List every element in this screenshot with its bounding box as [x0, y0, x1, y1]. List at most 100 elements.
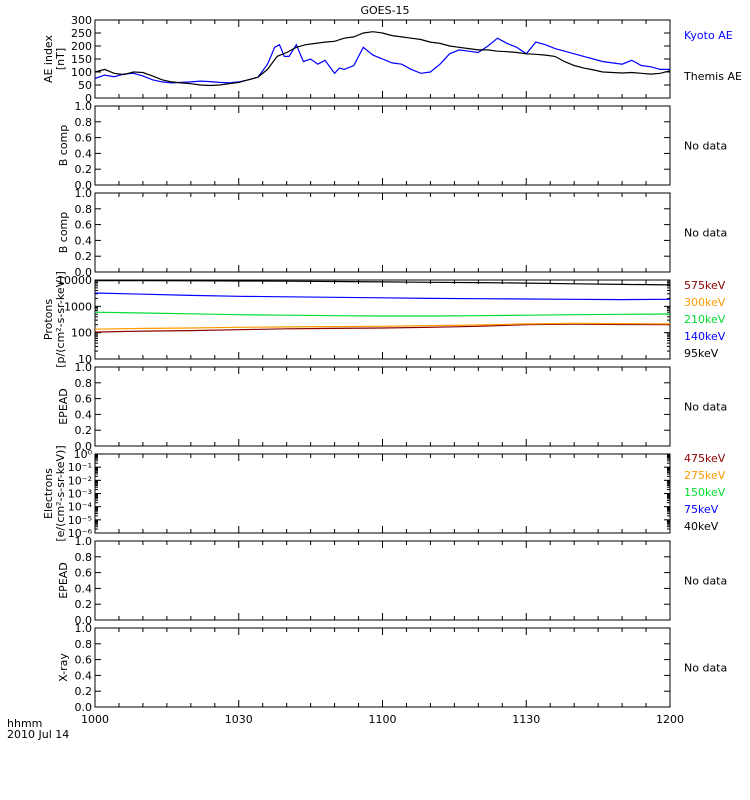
- series-line-kyoto-ae: [94, 37, 670, 84]
- status-label: No data: [684, 575, 727, 588]
- y-tick-label: 200: [71, 40, 92, 53]
- panel-frame: [94, 279, 671, 360]
- panel-frame: [94, 540, 671, 621]
- legend-label: 300keV: [684, 296, 726, 309]
- y-tick-label: 0.0: [75, 614, 93, 627]
- panel-frame: [94, 453, 671, 534]
- y-tick-label: 10⁻⁶: [68, 527, 93, 540]
- legend-label: 40keV: [684, 520, 719, 533]
- y-tick-label: 1.0: [75, 622, 93, 635]
- x-tick-label: 1130: [512, 713, 540, 726]
- y-tick-label: 1.0: [75, 100, 93, 113]
- y-tick-label: 0.8: [75, 638, 93, 651]
- x-tick-label: 1100: [369, 713, 397, 726]
- series-line-140kev: [94, 292, 671, 301]
- y-axis-label: X-ray: [57, 653, 70, 682]
- chart-title: GOES-15: [360, 4, 409, 17]
- y-tick-label: 100: [71, 327, 92, 340]
- y-tick-label: 10000: [57, 274, 92, 287]
- y-tick-label: 0.4: [75, 234, 93, 247]
- status-label: No data: [684, 401, 727, 414]
- y-tick-label: 10: [78, 353, 92, 366]
- y-tick-label: 1.0: [75, 187, 93, 200]
- y-axis-label: Protons: [42, 299, 55, 340]
- legend-label: Kyoto AE: [684, 29, 733, 42]
- status-label: No data: [684, 140, 727, 153]
- y-tick-label: 0.4: [75, 669, 93, 682]
- x-tick-label: 1030: [225, 713, 253, 726]
- y-axis-label: B comp: [57, 125, 70, 167]
- y-tick-label: 250: [71, 27, 92, 40]
- y-tick-label: 0.2: [75, 163, 93, 176]
- y-tick-label: 300: [71, 14, 92, 27]
- series-line-themis-ae: [94, 31, 671, 87]
- y-tick-label: 10⁻⁴: [68, 501, 93, 514]
- y-tick-label: 10⁻⁵: [68, 514, 92, 527]
- y-tick-label: 0.0: [75, 701, 93, 714]
- y-tick-label: 0.8: [75, 377, 93, 390]
- y-tick-label: 0.2: [75, 685, 93, 698]
- legend-label: Themis AE: [683, 70, 742, 83]
- panel-frame: [94, 366, 671, 447]
- legend-label: 210keV: [684, 313, 726, 326]
- series-line-575kev: [94, 323, 671, 333]
- y-tick-label: 10⁻³: [68, 488, 92, 501]
- y-tick-label: 0.0: [75, 179, 93, 192]
- y-tick-label: 0.6: [75, 654, 93, 667]
- x-tick-label: 1000: [81, 713, 109, 726]
- y-tick-label: 0.4: [75, 408, 93, 421]
- status-label: No data: [684, 227, 727, 240]
- status-label: No data: [684, 662, 727, 675]
- panel-xray: 0.0 0.2 0.4 0.6 0.8 1.0 X-ray No data: [57, 622, 727, 714]
- panel-b1: 0.0 0.2 0.4 0.6 0.8 1.0 B comp No data: [57, 100, 727, 192]
- panel-b2: 0.0 0.2 0.4 0.6 0.8 1.0 B comp No data: [57, 187, 727, 279]
- y-tick-label: 10⁻²: [68, 474, 92, 487]
- panel-frame: [94, 192, 671, 273]
- y-axis-label: B comp: [57, 212, 70, 254]
- y-tick-label: 0.6: [75, 219, 93, 232]
- legend-label: 575keV: [684, 279, 726, 292]
- x-tick-label: 1200: [656, 713, 684, 726]
- y-tick-label: 100: [71, 66, 92, 79]
- y-tick-label: 50: [78, 79, 92, 92]
- y-tick-label: 0.6: [75, 132, 93, 145]
- y-tick-label: 0.4: [75, 147, 93, 160]
- y-tick-label: 0.6: [75, 567, 93, 580]
- y-axis-label: EPEAD: [57, 388, 70, 425]
- series-line-210kev: [94, 311, 671, 317]
- y-tick-label: 0.4: [75, 582, 93, 595]
- y-tick-label: 0.2: [75, 424, 93, 437]
- y-axis-label: [e/(cm²-s-sr-keV)]: [54, 445, 67, 541]
- y-tick-label: 0.8: [75, 116, 93, 129]
- y-tick-label: 0.6: [75, 393, 93, 406]
- y-tick-label: 0.2: [75, 250, 93, 263]
- legend-label: 95keV: [684, 347, 719, 360]
- panel-epead1: 0.0 0.2 0.4 0.6 0.8 1.0 EPEAD No data: [57, 361, 727, 453]
- panel-epead2: 0.0 0.2 0.4 0.6 0.8 1.0 EPEAD No data: [57, 535, 727, 627]
- y-axis-label: AE index: [42, 34, 55, 83]
- panel-protons: 10000 1000 100 10 Protons [p/(cm²-s-sr-keV)] 5…: [42, 271, 726, 368]
- y-axis-label: [nT]: [54, 48, 67, 70]
- x-axis-date-label: 2010 Jul 14: [7, 728, 69, 741]
- y-tick-label: 0: [85, 92, 92, 105]
- y-tick-label: 10⁻¹: [68, 461, 92, 474]
- y-tick-label: 10⁰: [74, 448, 93, 461]
- legend-label: 150keV: [684, 486, 726, 499]
- panel-frame: [94, 627, 671, 708]
- legend-label: 140keV: [684, 330, 726, 343]
- y-tick-label: 1.0: [75, 361, 93, 374]
- y-tick-label: 150: [71, 53, 92, 66]
- y-tick-label: 1000: [64, 300, 92, 313]
- x-axis-time-label: hhmm: [7, 717, 42, 730]
- y-tick-label: 0.0: [75, 266, 93, 279]
- y-tick-label: 0.8: [75, 551, 93, 564]
- y-axis-label: [p/(cm²-s-sr-keV)]: [54, 271, 67, 368]
- legend-label: 75keV: [684, 503, 719, 516]
- y-tick-label: 0.0: [75, 440, 93, 453]
- y-tick-label: 0.8: [75, 203, 93, 216]
- legend-label: 275keV: [684, 469, 726, 482]
